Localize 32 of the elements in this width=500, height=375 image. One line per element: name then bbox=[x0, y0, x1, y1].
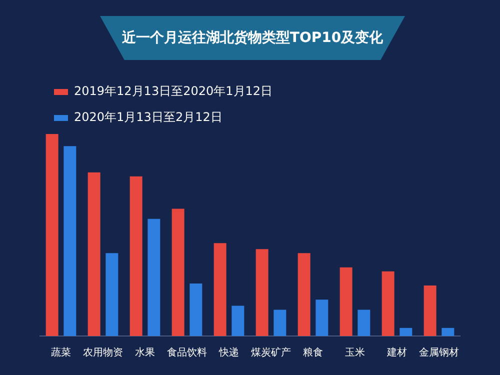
x-tick-label: 金属钢材 bbox=[419, 346, 459, 359]
bar bbox=[46, 134, 58, 336]
bar bbox=[148, 218, 160, 336]
x-tick-label: 粮食 bbox=[303, 346, 323, 359]
x-tick-label: 蔬菜 bbox=[51, 346, 71, 359]
bar bbox=[316, 300, 328, 336]
x-tick-label: 煤炭矿产 bbox=[251, 346, 291, 359]
x-tick-label: 玉米 bbox=[345, 346, 365, 359]
x-tick-label: 农用物资 bbox=[83, 346, 123, 359]
legend-label: 2020年1月13日至2月12日 bbox=[74, 110, 222, 124]
bar bbox=[232, 306, 244, 336]
bar bbox=[400, 328, 412, 336]
bar bbox=[340, 267, 352, 336]
legend-label: 2019年12月13日至2020年1月12日 bbox=[74, 84, 273, 98]
bar bbox=[214, 243, 226, 336]
x-tick-label: 建材 bbox=[386, 346, 407, 359]
bar bbox=[256, 249, 268, 336]
bar bbox=[130, 176, 142, 336]
bar bbox=[382, 271, 394, 336]
bar bbox=[298, 253, 310, 336]
bar bbox=[358, 310, 370, 336]
bar bbox=[106, 253, 118, 336]
bar bbox=[190, 283, 202, 336]
bar bbox=[274, 310, 286, 336]
bar bbox=[424, 286, 436, 336]
bar bbox=[88, 172, 100, 336]
x-tick-label: 食品饮料 bbox=[167, 346, 207, 359]
bar bbox=[172, 208, 184, 336]
bar bbox=[64, 146, 76, 336]
x-tick-label: 水果 bbox=[135, 346, 155, 359]
bar bbox=[442, 328, 454, 336]
x-tick-label: 快递 bbox=[218, 346, 239, 359]
